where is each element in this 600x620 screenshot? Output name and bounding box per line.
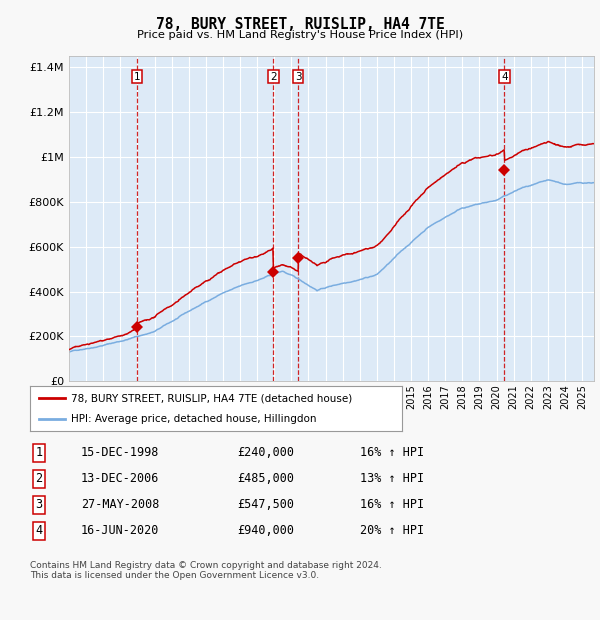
Text: £547,500: £547,500	[237, 498, 294, 511]
Text: 3: 3	[295, 71, 301, 81]
Text: HPI: Average price, detached house, Hillingdon: HPI: Average price, detached house, Hill…	[71, 414, 316, 424]
Text: 20% ↑ HPI: 20% ↑ HPI	[360, 525, 424, 537]
Text: 16% ↑ HPI: 16% ↑ HPI	[360, 446, 424, 459]
Text: £940,000: £940,000	[237, 525, 294, 537]
Text: 13% ↑ HPI: 13% ↑ HPI	[360, 472, 424, 485]
Text: 3: 3	[35, 498, 43, 511]
Text: 13-DEC-2006: 13-DEC-2006	[81, 472, 160, 485]
Text: 4: 4	[35, 525, 43, 537]
Text: 16-JUN-2020: 16-JUN-2020	[81, 525, 160, 537]
Text: 16% ↑ HPI: 16% ↑ HPI	[360, 498, 424, 511]
Text: 2: 2	[270, 71, 277, 81]
Text: 2: 2	[35, 472, 43, 485]
Text: 1: 1	[35, 446, 43, 459]
Text: 78, BURY STREET, RUISLIP, HA4 7TE: 78, BURY STREET, RUISLIP, HA4 7TE	[155, 17, 445, 32]
Text: 1: 1	[133, 71, 140, 81]
Text: £240,000: £240,000	[237, 446, 294, 459]
Text: 15-DEC-1998: 15-DEC-1998	[81, 446, 160, 459]
Text: Contains HM Land Registry data © Crown copyright and database right 2024.
This d: Contains HM Land Registry data © Crown c…	[30, 561, 382, 580]
Text: Price paid vs. HM Land Registry's House Price Index (HPI): Price paid vs. HM Land Registry's House …	[137, 30, 463, 40]
Text: 78, BURY STREET, RUISLIP, HA4 7TE (detached house): 78, BURY STREET, RUISLIP, HA4 7TE (detac…	[71, 393, 352, 404]
Text: 27-MAY-2008: 27-MAY-2008	[81, 498, 160, 511]
Text: 4: 4	[501, 71, 508, 81]
Text: £485,000: £485,000	[237, 472, 294, 485]
